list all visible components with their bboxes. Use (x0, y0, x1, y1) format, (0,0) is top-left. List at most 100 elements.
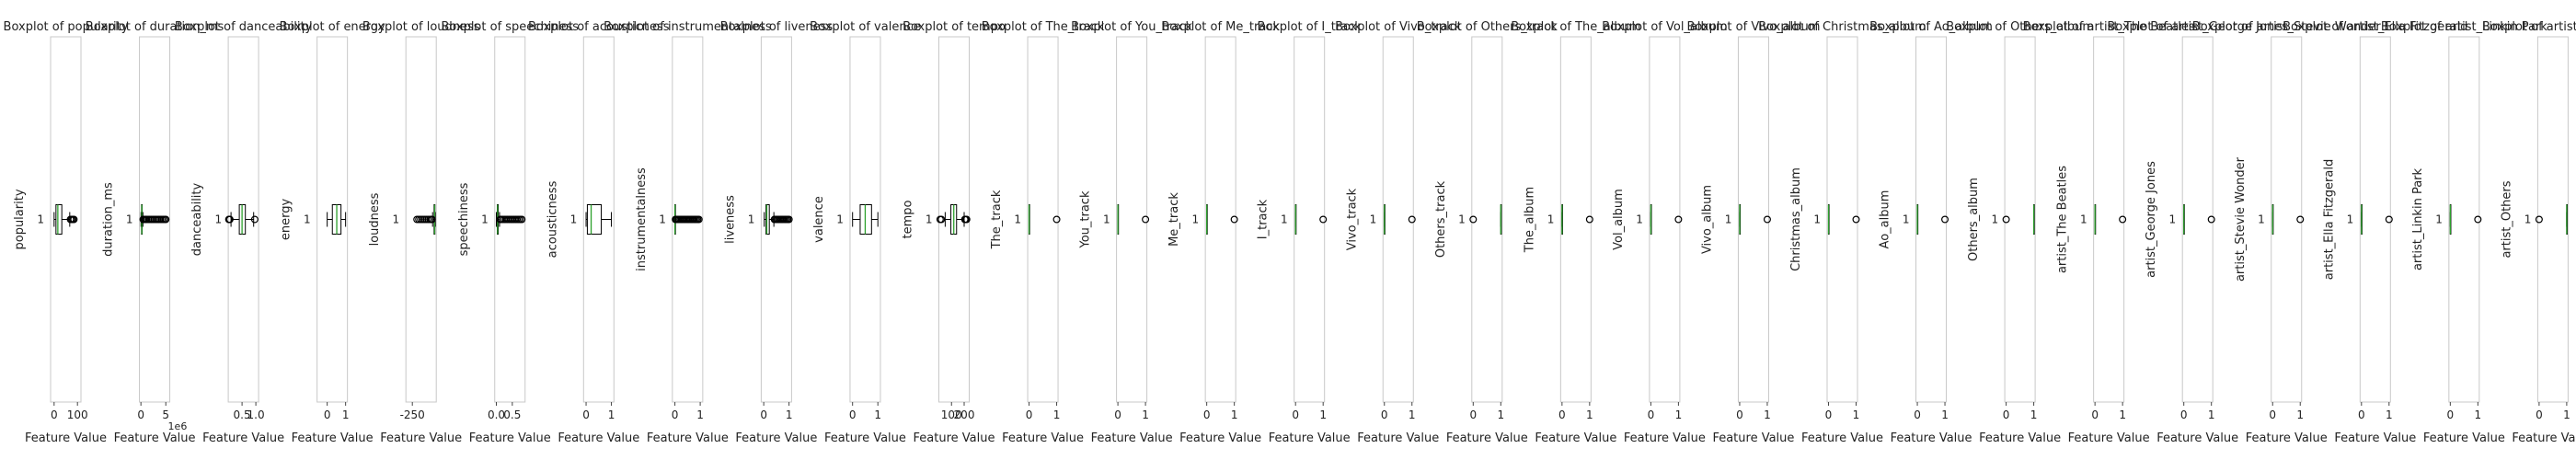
y-tick-label: 1 (1281, 213, 1288, 226)
x-tick-label: 1 (786, 408, 793, 421)
subplot-title: Boxplot of liveness (720, 20, 834, 34)
axes-frame (582, 36, 615, 403)
y-tick-label: 1 (2347, 213, 2354, 226)
x-tick-label: 0 (849, 408, 857, 421)
axes-frame (1737, 36, 1769, 403)
y-axis-label: liveness (723, 195, 737, 244)
x-tick-label: 0 (2358, 408, 2365, 421)
subplot-7: Boxplot of acousticness acousticness 1 0 1 Fe… (528, 20, 670, 445)
y-tick-label: 1 (748, 213, 755, 226)
axes-frame (1382, 36, 1414, 403)
x-axis-label: Feature Value (1979, 431, 2061, 445)
x-tick-label: 0 (1825, 408, 1833, 421)
axes-frame (1204, 36, 1236, 403)
x-tick-label: 1 (1319, 408, 1327, 421)
subplot-title: Boxplot of You_track (1071, 20, 1192, 34)
y-tick-label: 1 (1547, 213, 1555, 226)
axes-frame (227, 36, 259, 403)
y-tick-label: 1 (126, 213, 133, 226)
axes-frame (1027, 36, 1059, 403)
y-tick-label: 1 (2258, 213, 2265, 226)
x-axis-label: Feature Value (2156, 431, 2238, 445)
x-axis-label: Feature Value (1269, 431, 1351, 445)
axes-frame (1915, 36, 1948, 403)
x-axis-label: Feature Value (735, 431, 817, 445)
x-axis-label: Feature Value (1535, 431, 1616, 445)
outlier-point (70, 215, 78, 224)
x-tick-label: 1 (696, 408, 704, 421)
y-tick-label: 1 (393, 213, 400, 226)
outlier-point (695, 215, 703, 224)
outlier-point (2207, 215, 2215, 224)
x-tick-label: 0 (1648, 408, 1655, 421)
subplot-title: Boxplot of The_album (1511, 20, 1640, 34)
x-tick-label: 1 (2296, 408, 2304, 421)
subplot-19: Boxplot of Vol_album Vol_album 1 0 1 Feature … (1602, 20, 1728, 445)
iqr-box (765, 204, 770, 235)
y-tick-label: 1 (659, 213, 666, 226)
subplot-title: Boxplot of danceability (175, 20, 313, 34)
x-tick-label: 0 (1469, 408, 1477, 421)
x-tick-label: 1 (1231, 408, 1238, 421)
axes-frame (50, 36, 82, 403)
outlier-point (1941, 215, 1949, 224)
y-tick-label: 1 (2524, 213, 2532, 226)
x-tick-label: 0 (2180, 408, 2188, 421)
subplot-28: Boxplot of artist_Linkin Park artist_Link… (2381, 20, 2547, 445)
subplot-title: Boxplot of artist_George Jones (2107, 20, 2288, 34)
outlier-point (1230, 215, 1238, 224)
subplot-title: Boxplot of Me_track (1161, 20, 1280, 34)
y-tick-label: 1 (1903, 213, 1910, 226)
y-axis-label: tempo (902, 200, 915, 238)
y-axis-label: Others_track (1434, 180, 1448, 258)
y-axis-label: acousticness (546, 180, 559, 258)
x-tick-label: 0 (2003, 408, 2010, 421)
x-axis-label: Feature Value (114, 431, 196, 445)
y-axis-label: artist_Stevie Wonder (2234, 156, 2248, 282)
outlier-point (225, 215, 234, 224)
axes-frame (405, 36, 437, 403)
x-tick-label: 1 (1497, 408, 1504, 421)
y-axis-label: Vol_album (1612, 189, 1626, 250)
x-tick-label: 1 (2475, 408, 2482, 421)
iqr-box (55, 204, 63, 235)
x-tick-label: 100 (67, 408, 88, 421)
x-axis-label: Feature Value (469, 431, 551, 445)
outlier-point (413, 215, 421, 224)
x-axis-label: Feature Value (1446, 431, 1528, 445)
axes-frame (2004, 36, 2036, 403)
outlier-point (2296, 215, 2305, 224)
x-axis-label: Feature Value (2423, 431, 2505, 445)
y-axis-label: Me_track (1167, 192, 1181, 247)
x-tick-label: 0 (1736, 408, 1743, 421)
subplot-title: Boxplot of artist_Linkin Park (2381, 20, 2547, 34)
x-axis-label: Feature Value (558, 431, 639, 445)
subplot-2: Boxplot of duration_ms duration_ms 1 0 51e6F… (86, 20, 224, 445)
x-tick-label: 1 (2386, 408, 2393, 421)
y-tick-label: 1 (1103, 213, 1110, 226)
y-axis-label: artist_Others (2500, 180, 2513, 258)
y-tick-label: 1 (1725, 213, 1732, 226)
subplot-24: Boxplot of artist_The Beatles artist_The … (2023, 20, 2195, 445)
y-axis-label: loudness (368, 192, 382, 246)
x-axis-label: Feature Value (647, 431, 729, 445)
outlier-point (1469, 215, 1478, 224)
x-tick-label: 0 (2269, 408, 2276, 421)
x-axis-label: Feature Value (1357, 431, 1439, 445)
subplot-25: Boxplot of artist_George Jones artist_Geo… (2107, 20, 2288, 445)
x-axis-label: Feature Value (202, 431, 284, 445)
iqr-box (586, 204, 603, 235)
x-tick-label: 1 (874, 408, 881, 421)
x-tick-label: 200 (954, 408, 975, 421)
x-tick-label: 0 (1203, 408, 1211, 421)
subplot-title: Boxplot of Others_album (1946, 20, 2094, 34)
outlier-point (937, 215, 946, 224)
subplot-8: Boxplot of instrumentalness instrumentaln… (604, 20, 772, 445)
y-axis-label: speechiness (457, 182, 471, 256)
outlier-point (162, 215, 170, 224)
x-axis-label: Feature Value (2512, 431, 2576, 445)
subplot-16: Boxplot of Vivo_track Vivo_track 1 0 1 Featur… (1335, 20, 1462, 445)
outlier-point (2535, 215, 2543, 224)
